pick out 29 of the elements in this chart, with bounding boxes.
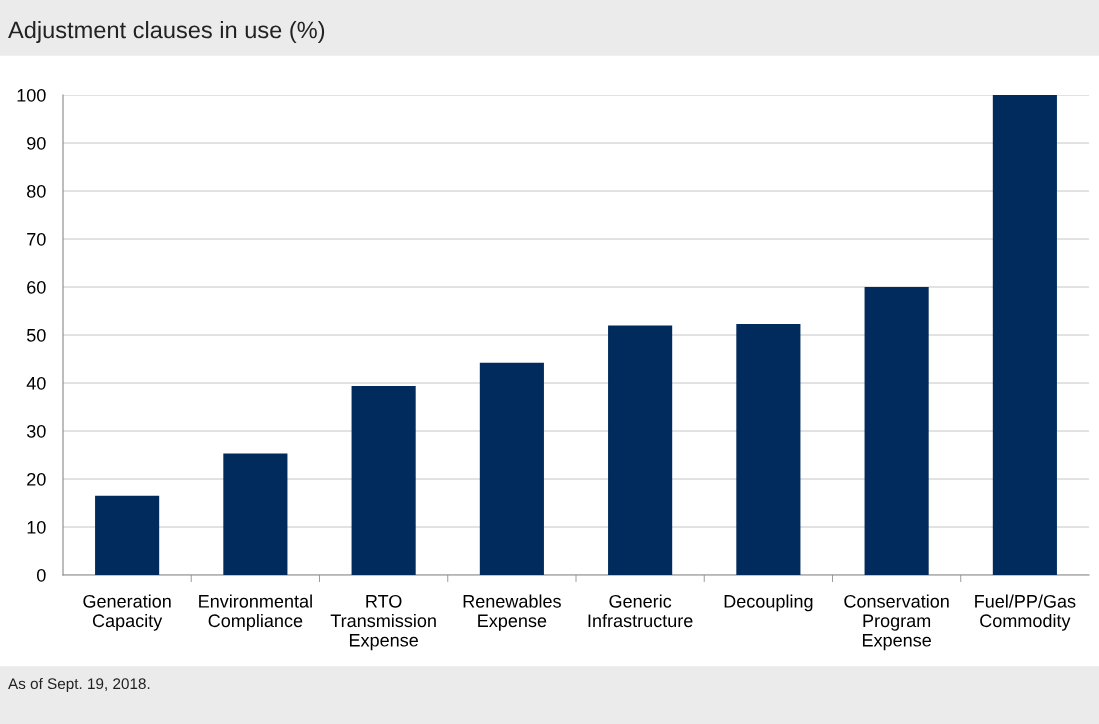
- bar: [992, 95, 1057, 575]
- y-tick-label: 30: [26, 424, 46, 438]
- x-tick-label: Environmental Compliance: [199, 594, 312, 631]
- text: As of Sept. 19, 2018.: [8, 677, 150, 693]
- bar: [223, 453, 288, 575]
- bar: [351, 385, 416, 575]
- y-tick-label: 70: [27, 232, 46, 246]
- x-tick-label: Fuel/PP/Gas Commodity: [975, 594, 1076, 631]
- x-tick-label: Renewables Expense: [463, 594, 561, 631]
- y-tick-label: 60: [27, 280, 46, 294]
- y-tick-label: 20: [27, 472, 46, 486]
- x-tick-label: Generic Infrastructure: [588, 594, 693, 628]
- y-tick-label: 90: [27, 136, 46, 150]
- y-tick-label: 100: [17, 88, 46, 102]
- bar: [608, 325, 673, 575]
- bar: [736, 323, 801, 575]
- bar: [95, 495, 160, 575]
- y-tick-label: 50: [26, 328, 46, 342]
- x-tick-label: RTO Transmission Expense: [330, 594, 436, 651]
- chart-title: Adjustment clauses in use (%): [8, 21, 325, 43]
- bar: [479, 362, 544, 575]
- bar: [864, 287, 929, 575]
- y-tick-label: 0: [37, 568, 46, 582]
- y-tick-label: 40: [26, 376, 46, 390]
- x-tick-label: Conservation Program Expense: [844, 594, 949, 651]
- x-tick-label: Decoupling: [724, 594, 813, 612]
- x-tick-label: Generation Capacity: [83, 594, 171, 631]
- y-tick-label: 10: [27, 520, 46, 534]
- y-tick-label: 80: [27, 184, 46, 198]
